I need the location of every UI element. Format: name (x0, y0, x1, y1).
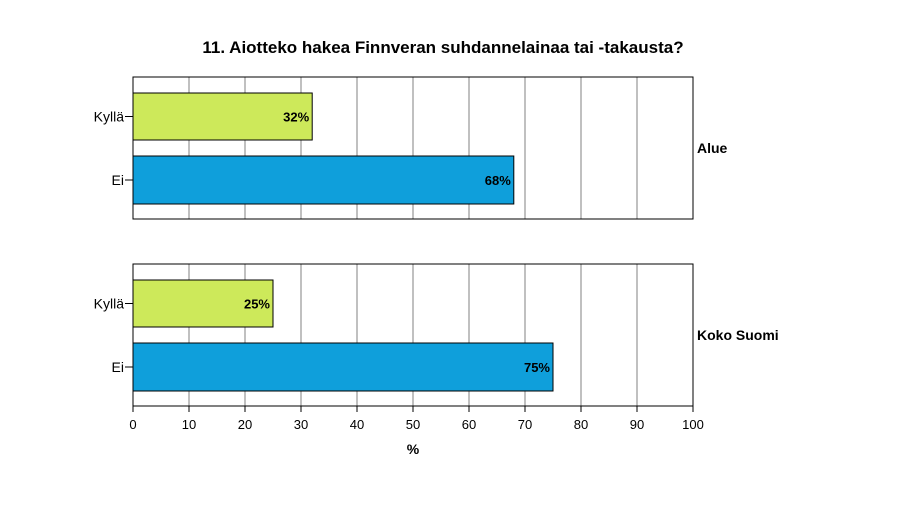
x-tick-label: 60 (462, 417, 476, 432)
bar-value-label: 75% (524, 360, 550, 375)
panel-1: 32% Kyllä 68% Ei Alue (94, 76, 728, 220)
bar-value-label: 68% (485, 173, 511, 188)
x-tick-label: 100 (682, 417, 704, 432)
category-label: Ei (112, 359, 124, 375)
x-axis: 0 10 20 30 40 50 60 70 80 90 100 (129, 406, 704, 432)
bar-value-label: 32% (283, 110, 309, 125)
x-tick-label: 90 (630, 417, 644, 432)
x-tick-label: 20 (238, 417, 252, 432)
bar-alue-1 (132, 155, 515, 205)
x-tick-label: 30 (294, 417, 308, 432)
bar-koko-suomi-1 (132, 342, 554, 392)
x-tick-label: 70 (518, 417, 532, 432)
x-tick-label: 50 (406, 417, 420, 432)
x-tick-label: 40 (350, 417, 364, 432)
panel-border (132, 76, 694, 220)
category-label: Ei (112, 172, 124, 188)
x-axis-title: % (407, 441, 420, 457)
panels: 32% Kyllä 68% Ei Alue 25% Kyllä 75% Ei Koko Suomi (94, 76, 779, 407)
x-tick-label: 10 (182, 417, 196, 432)
panel-label: Koko Suomi (697, 327, 779, 343)
panel-label: Alue (697, 140, 728, 156)
panel-2: 25% Kyllä 75% Ei Koko Suomi (94, 263, 779, 407)
chart-title: 11. Aiotteko hakea Finnveran suhdannelai… (202, 38, 683, 57)
category-label: Kyllä (94, 296, 125, 312)
category-label: Kyllä (94, 109, 125, 125)
bar-value-label: 25% (244, 297, 270, 312)
x-tick-label: 80 (574, 417, 588, 432)
x-tick-label: 0 (129, 417, 136, 432)
bar-alue-0 (132, 92, 313, 141)
